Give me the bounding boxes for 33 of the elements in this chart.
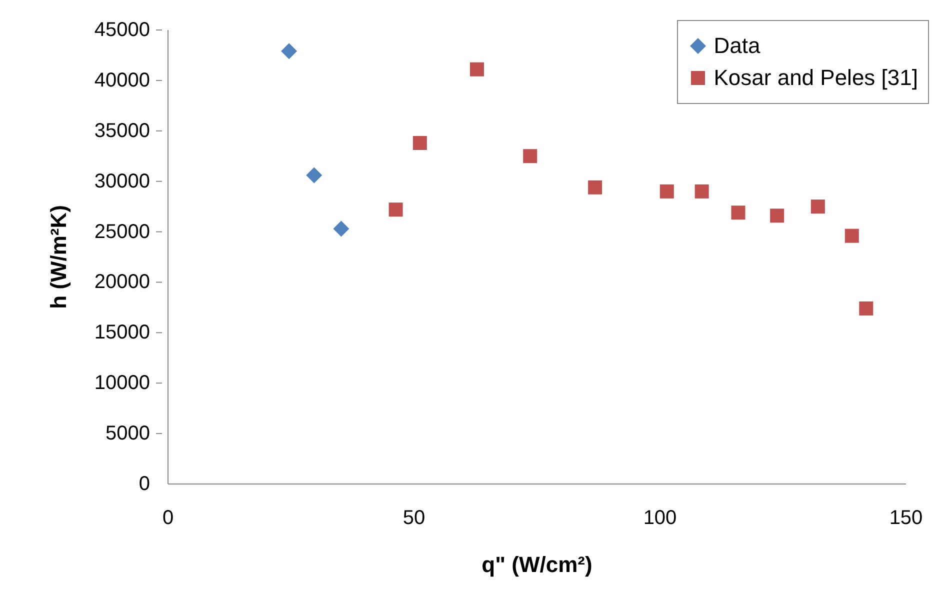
point — [770, 208, 784, 223]
point — [281, 43, 298, 60]
y-tick-label: 15000 — [94, 322, 150, 344]
x-tick-label: 100 — [643, 507, 677, 530]
point — [470, 62, 484, 76]
point — [412, 136, 427, 150]
y-tick-label: 30000 — [94, 170, 150, 192]
y-tick-label: 10000 — [94, 372, 150, 394]
y-tick-label: 20000 — [94, 271, 150, 294]
x-tick-label: 0 — [162, 507, 174, 530]
point — [660, 184, 674, 198]
y-tick-label: 35000 — [94, 120, 150, 142]
point — [731, 206, 746, 220]
point — [306, 167, 322, 184]
x-tick-label: 50 — [402, 507, 426, 530]
x-tick-label: 150 — [889, 507, 923, 530]
point — [523, 149, 538, 164]
y-tick-label: 45000 — [94, 19, 150, 41]
y-axis-title: h (W/m²K) — [46, 205, 71, 309]
point — [388, 202, 403, 217]
legend-label: Kosar and Peles [31] — [714, 65, 918, 91]
legend-label: Data — [714, 33, 760, 59]
point — [333, 220, 350, 237]
y-tick-label: 40000 — [94, 69, 150, 92]
y-tick-label: 0 — [138, 473, 150, 495]
y-tick-label: 5000 — [106, 422, 150, 445]
y-tick-label: 25000 — [94, 220, 150, 243]
point — [859, 301, 874, 316]
point — [810, 200, 825, 214]
point — [694, 184, 709, 198]
point — [844, 228, 859, 243]
x-axis-title: q" (W/cm²) — [482, 552, 592, 577]
point — [588, 180, 602, 194]
